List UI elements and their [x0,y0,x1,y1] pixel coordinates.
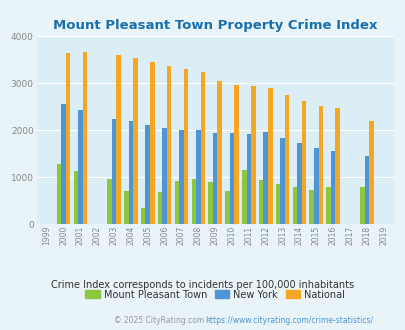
Bar [61,104,66,224]
Bar [263,132,267,224]
Bar [330,151,335,224]
Bar [66,53,70,224]
Bar [73,171,78,224]
Bar [335,108,339,224]
Bar [326,187,330,224]
Bar [179,130,183,224]
Bar [292,187,296,224]
Bar [145,125,150,224]
Bar [150,62,154,224]
Bar [57,164,61,224]
Bar [296,143,301,224]
Legend: Mount Pleasant Town, New York, National: Mount Pleasant Town, New York, National [81,286,348,304]
Title: Mount Pleasant Town Property Crime Index: Mount Pleasant Town Property Crime Index [53,19,376,32]
Bar [229,133,234,224]
Bar [313,148,318,224]
Bar [368,121,373,224]
Bar [107,179,111,224]
Bar [78,110,83,224]
Bar [246,134,251,224]
Bar [309,190,313,224]
Bar [301,101,305,224]
Bar [83,52,87,224]
Text: © 2025 CityRating.com -: © 2025 CityRating.com - [113,315,211,325]
Bar [196,130,200,224]
Bar [191,179,196,224]
Bar [141,209,145,224]
Bar [174,181,179,224]
Bar [133,58,137,224]
Bar [128,121,133,224]
Bar [208,182,212,224]
Bar [318,106,322,224]
Bar [234,85,238,224]
Bar [364,156,368,224]
Bar [158,192,162,224]
Bar [225,191,229,224]
Bar [258,180,263,224]
Bar [124,191,128,224]
Bar [200,72,205,224]
Bar [241,170,246,224]
Bar [111,119,116,224]
Text: Crime Index corresponds to incidents per 100,000 inhabitants: Crime Index corresponds to incidents per… [51,280,354,290]
Bar [183,69,188,224]
Text: © 2025 CityRating.com - https://www.cityrating.com/crime-statistics/: © 2025 CityRating.com - https://www.city… [0,329,1,330]
Bar [162,127,166,224]
Bar [166,66,171,224]
Bar [212,133,217,224]
Text: https://www.cityrating.com/crime-statistics/: https://www.cityrating.com/crime-statist… [205,315,373,325]
Bar [217,81,222,224]
Bar [284,95,289,224]
Bar [359,187,364,224]
Bar [251,86,255,224]
Bar [279,138,284,224]
Bar [275,184,279,224]
Bar [116,55,121,224]
Bar [267,88,272,224]
